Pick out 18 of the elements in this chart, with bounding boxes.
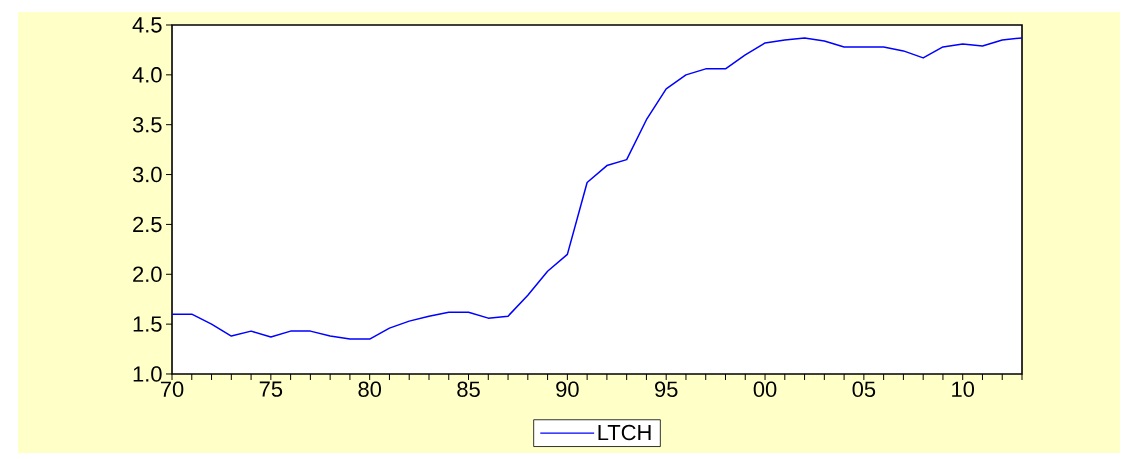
- y-tick-label: 4.0: [132, 67, 162, 83]
- x-tick-label: 85: [457, 381, 480, 398]
- y-tick-label: 3.5: [132, 116, 162, 133]
- y-tick-label: 3.0: [132, 166, 162, 183]
- y-tick-label: 2.5: [133, 216, 162, 233]
- legend-label: LTCH: [598, 424, 651, 441]
- x-tick-label: 80: [358, 381, 382, 398]
- x-tick-label: 75: [259, 381, 283, 397]
- y-tick-label: 1.0: [133, 366, 162, 382]
- x-tick-label: 10: [952, 381, 975, 398]
- y-tick-label: 2.0: [133, 266, 162, 283]
- x-tick-label: 05: [852, 381, 876, 398]
- y-tick-label: 1.5: [133, 316, 162, 332]
- x-tick-label: 00: [753, 381, 777, 398]
- x-tick-label: 70: [160, 381, 184, 398]
- x-tick-label: 95: [655, 381, 678, 398]
- y-tick-label: 4.5: [132, 17, 162, 33]
- x-tick-label: 90: [556, 381, 579, 398]
